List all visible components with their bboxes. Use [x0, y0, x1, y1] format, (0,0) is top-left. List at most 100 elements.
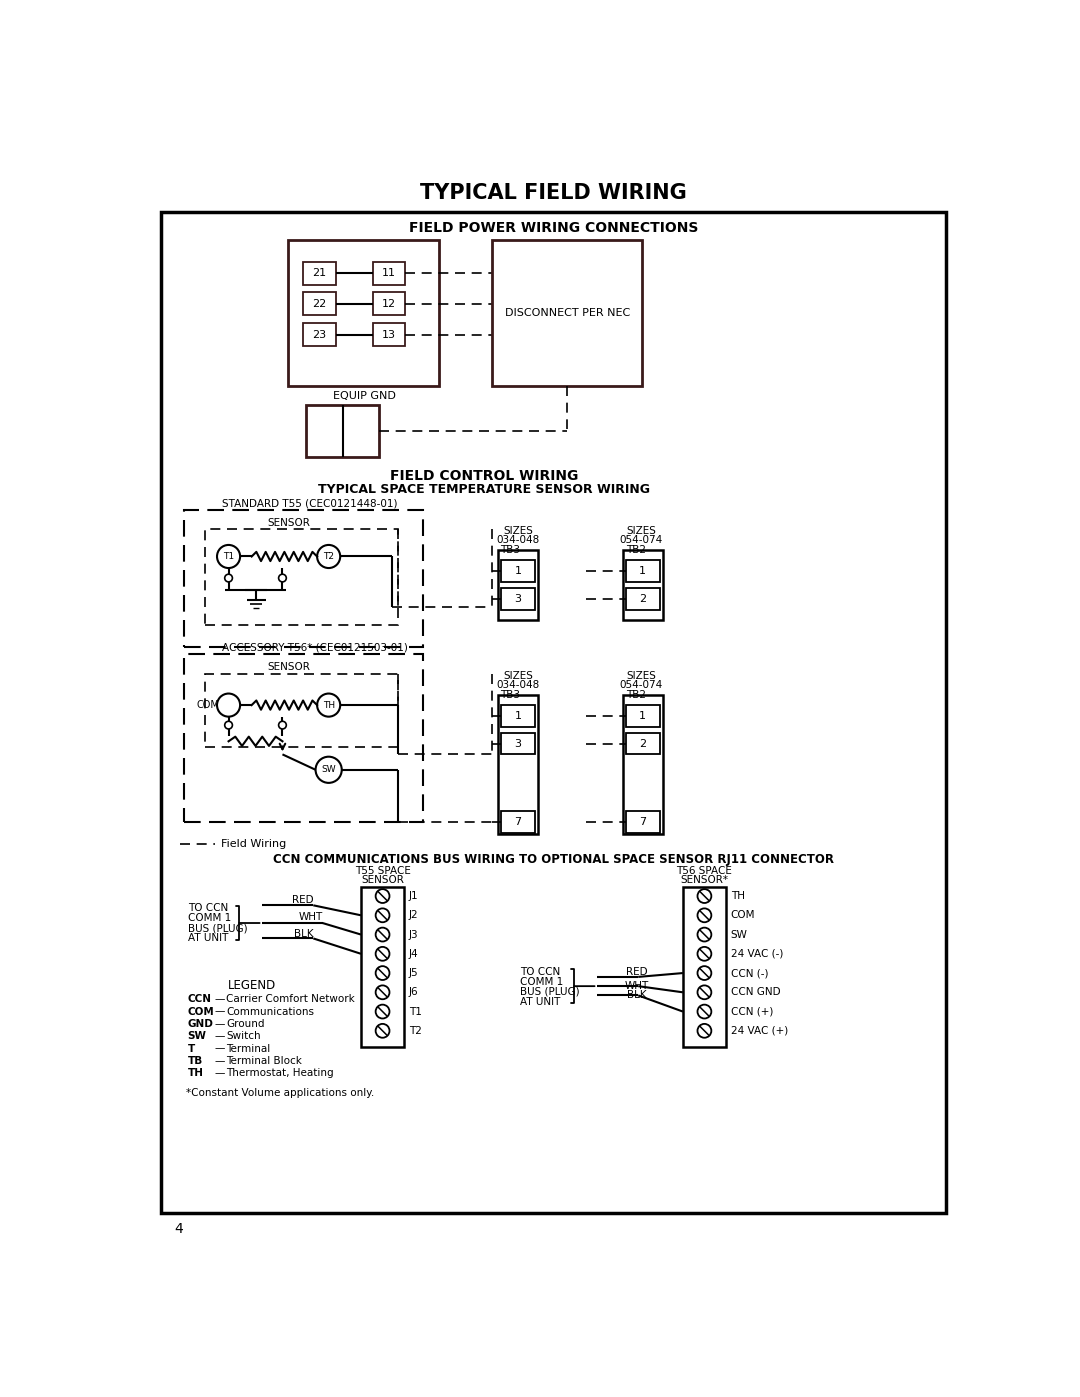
Text: 3: 3 — [514, 739, 522, 749]
Bar — [373, 261, 405, 285]
Text: GND: GND — [188, 1018, 214, 1028]
Text: RED: RED — [625, 967, 648, 977]
Text: Switch: Switch — [226, 1031, 261, 1041]
Bar — [498, 696, 538, 834]
Text: J1: J1 — [408, 891, 418, 901]
Bar — [303, 323, 336, 346]
Text: T2: T2 — [408, 1025, 421, 1035]
Text: T1: T1 — [222, 552, 234, 562]
Circle shape — [376, 928, 390, 942]
Text: 24 VAC (+): 24 VAC (+) — [730, 1025, 787, 1035]
Text: 054-074: 054-074 — [620, 535, 663, 545]
Text: —: — — [215, 1069, 225, 1078]
Text: —: — — [215, 1031, 225, 1041]
Text: WHT: WHT — [624, 981, 649, 990]
Text: —: — — [215, 1018, 225, 1028]
Bar — [501, 705, 535, 726]
Circle shape — [376, 1004, 390, 1018]
Text: SIZES: SIZES — [626, 527, 657, 536]
Circle shape — [698, 1024, 712, 1038]
Circle shape — [698, 985, 712, 999]
Text: CCN (+): CCN (+) — [730, 1007, 773, 1017]
Bar — [683, 887, 726, 1046]
Text: AT UNIT: AT UNIT — [188, 933, 228, 943]
Bar — [623, 550, 663, 620]
Text: TYPICAL FIELD WIRING: TYPICAL FIELD WIRING — [420, 183, 687, 203]
Circle shape — [376, 888, 390, 902]
Text: RED: RED — [292, 895, 313, 905]
Bar — [288, 240, 438, 387]
Bar — [303, 261, 336, 285]
Text: SENSOR*: SENSOR* — [680, 875, 728, 884]
Text: J5: J5 — [408, 968, 418, 978]
Text: 24 VAC (-): 24 VAC (-) — [730, 949, 783, 958]
Bar — [501, 733, 535, 754]
Text: TB2: TB2 — [626, 690, 646, 700]
Text: LEGEND: LEGEND — [228, 979, 275, 992]
Circle shape — [376, 985, 390, 999]
Text: CCN: CCN — [188, 995, 212, 1004]
Bar — [491, 240, 642, 387]
Circle shape — [698, 908, 712, 922]
Text: BUS (PLUG): BUS (PLUG) — [519, 986, 579, 996]
Text: —: — — [215, 995, 225, 1004]
Bar — [626, 588, 660, 609]
Text: TH: TH — [188, 1069, 204, 1078]
Text: T1: T1 — [408, 1007, 421, 1017]
Text: 12: 12 — [381, 299, 395, 309]
Text: Communications: Communications — [226, 1007, 314, 1017]
Text: 7: 7 — [514, 817, 522, 827]
Circle shape — [376, 947, 390, 961]
Text: Terminal: Terminal — [226, 1044, 270, 1053]
Text: 3: 3 — [514, 594, 522, 604]
Text: —: — — [215, 1056, 225, 1066]
Text: DISCONNECT PER NEC: DISCONNECT PER NEC — [504, 309, 630, 319]
Circle shape — [698, 888, 712, 902]
Text: COM: COM — [197, 700, 219, 710]
Text: 034-048: 034-048 — [497, 680, 540, 690]
Text: TB3: TB3 — [500, 690, 519, 700]
Text: 22: 22 — [312, 299, 326, 309]
Bar — [626, 812, 660, 833]
Text: AT UNIT: AT UNIT — [519, 996, 561, 1007]
Circle shape — [318, 545, 340, 569]
Circle shape — [315, 757, 341, 782]
Bar — [361, 887, 404, 1046]
Text: Field Wiring: Field Wiring — [220, 838, 286, 849]
Bar — [373, 292, 405, 316]
Circle shape — [279, 574, 286, 583]
Text: TYPICAL SPACE TEMPERATURE SENSOR WIRING: TYPICAL SPACE TEMPERATURE SENSOR WIRING — [319, 483, 650, 496]
Bar — [501, 560, 535, 583]
Circle shape — [376, 967, 390, 979]
Text: COMM 1: COMM 1 — [188, 914, 231, 923]
Text: 11: 11 — [381, 268, 395, 278]
Circle shape — [217, 693, 240, 717]
Text: BUS (PLUG): BUS (PLUG) — [188, 923, 247, 933]
Bar — [626, 705, 660, 726]
Text: 034-048: 034-048 — [497, 535, 540, 545]
Text: Ground: Ground — [226, 1018, 265, 1028]
Bar — [205, 529, 397, 624]
Text: —: — — [215, 1007, 225, 1017]
Circle shape — [698, 928, 712, 942]
Bar — [626, 560, 660, 583]
Bar — [373, 323, 405, 346]
Text: 7: 7 — [639, 817, 647, 827]
Text: 21: 21 — [312, 268, 326, 278]
Text: 2: 2 — [639, 739, 647, 749]
Text: WHT: WHT — [298, 912, 323, 922]
Text: SW: SW — [730, 929, 747, 940]
Text: 1: 1 — [514, 711, 522, 721]
Text: SW: SW — [188, 1031, 206, 1041]
Text: SIZES: SIZES — [503, 671, 534, 680]
Text: BLK: BLK — [626, 990, 647, 1000]
Bar — [306, 405, 379, 457]
Circle shape — [698, 967, 712, 979]
Circle shape — [225, 574, 232, 583]
Text: T56 SPACE: T56 SPACE — [676, 866, 732, 876]
Bar — [501, 588, 535, 609]
Text: *Constant Volume applications only.: *Constant Volume applications only. — [186, 1088, 375, 1098]
Bar — [205, 673, 397, 746]
Text: SW: SW — [322, 766, 336, 774]
Circle shape — [225, 721, 232, 729]
